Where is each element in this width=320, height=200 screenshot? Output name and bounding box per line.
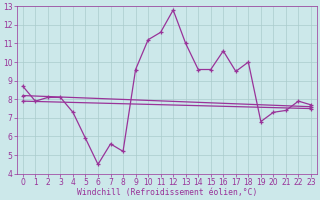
X-axis label: Windchill (Refroidissement éolien,°C): Windchill (Refroidissement éolien,°C) [77, 188, 257, 197]
